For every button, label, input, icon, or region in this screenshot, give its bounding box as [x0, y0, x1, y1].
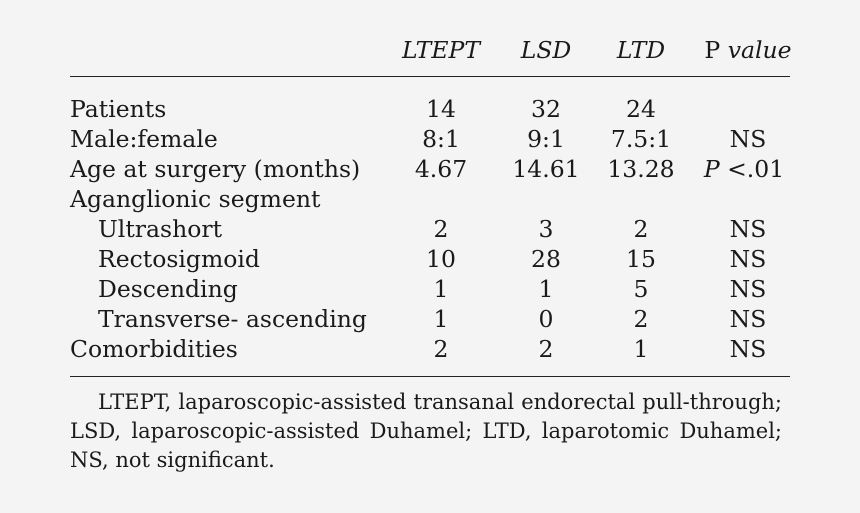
- cell-ltd: 15: [626, 245, 656, 273]
- cell-ltd: 5: [633, 275, 649, 303]
- row-label: Patients: [70, 95, 167, 123]
- header-rule: [70, 76, 790, 77]
- cell-lsd: 28: [531, 245, 561, 273]
- table-footnote: LTEPT, laparoscopic-assisted transanal e…: [70, 388, 782, 475]
- cell-lsd: 14.61: [512, 155, 580, 183]
- header-p-suffix: value: [727, 36, 792, 64]
- row-label: Aganglionic segment: [70, 185, 321, 213]
- header-ltd: LTD: [616, 36, 666, 64]
- header-p-prefix: P: [704, 36, 721, 64]
- header-ltept: LTEPT: [401, 36, 481, 64]
- cell-ltept: 2: [433, 335, 449, 363]
- cell-p-value: NS: [729, 335, 767, 363]
- row-label: Rectosigmoid: [98, 245, 260, 273]
- cell-ltept: 1: [433, 275, 449, 303]
- cell-p-value: NS: [729, 305, 767, 333]
- row-label: Age at surgery (months): [70, 155, 361, 183]
- row-label: Comorbidities: [70, 335, 238, 363]
- cell-ltd: 24: [626, 95, 656, 123]
- row-label: Descending: [98, 275, 238, 303]
- row-label: Male:female: [70, 125, 218, 153]
- cell-ltd: 2: [633, 215, 649, 243]
- cell-ltept: 8:1: [422, 125, 460, 153]
- cell-ltd: 13.28: [607, 155, 675, 183]
- p-rest: <.01: [719, 155, 785, 183]
- cell-p-value: P <.01: [704, 154, 784, 184]
- cell-ltept: 14: [426, 95, 456, 123]
- cell-lsd: 32: [531, 95, 561, 123]
- cell-lsd: 9:1: [527, 125, 565, 153]
- cell-lsd: 0: [538, 305, 554, 333]
- cell-ltd: 1: [633, 335, 649, 363]
- row-label: Ultrashort: [98, 215, 223, 243]
- row-label: Transverse- ascending: [98, 305, 367, 333]
- cell-ltept: 4.67: [414, 155, 468, 183]
- cell-p-value: NS: [729, 215, 767, 243]
- footnote-text: LTEPT, laparoscopic-assisted transanal e…: [70, 390, 782, 472]
- p-italic: P: [703, 155, 720, 183]
- bottom-rule: [70, 376, 790, 377]
- header-lsd: LSD: [520, 36, 572, 64]
- cell-lsd: 2: [538, 335, 554, 363]
- cell-lsd: 3: [538, 215, 554, 243]
- cell-ltd: 7.5:1: [610, 125, 672, 153]
- cell-ltept: 10: [426, 245, 456, 273]
- header-p-value: P value: [704, 35, 791, 65]
- cell-ltept: 2: [433, 215, 449, 243]
- cell-ltd: 2: [633, 305, 649, 333]
- cell-p-value: NS: [729, 125, 767, 153]
- cell-ltept: 1: [433, 305, 449, 333]
- cell-lsd: 1: [538, 275, 554, 303]
- cell-p-value: NS: [729, 275, 767, 303]
- cell-p-value: NS: [729, 245, 767, 273]
